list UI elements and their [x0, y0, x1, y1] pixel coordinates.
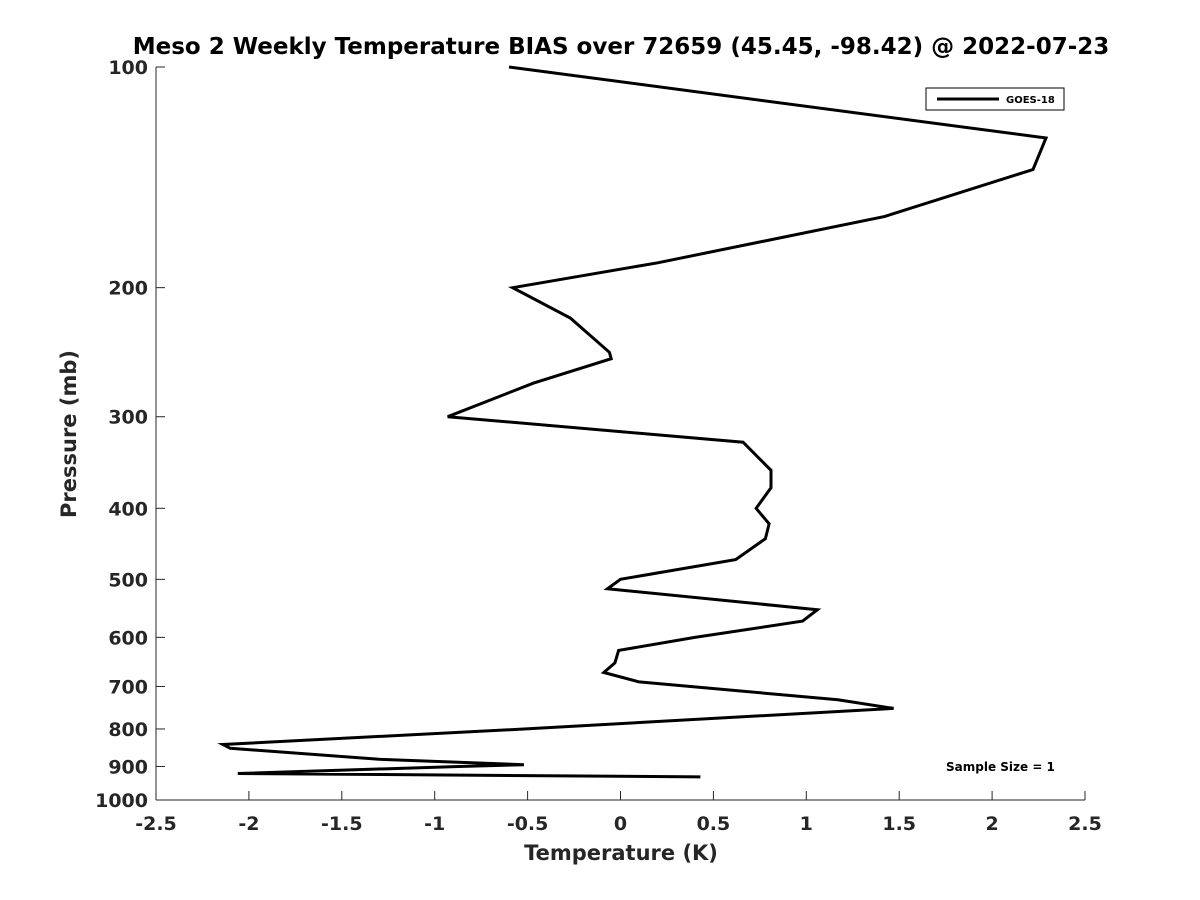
y-tick-label: 300 [108, 407, 148, 429]
series-layer [217, 65, 1049, 779]
y-tick-label: 200 [108, 278, 148, 300]
plot-area: -2.5 -2 -1.5 -1 -0.5 0 0.5 1 1.5 2 2.5 100 200 300 40… [95, 57, 1102, 835]
legend: GOES-18 [925, 87, 1065, 111]
y-tick-label: 500 [108, 569, 148, 591]
chart-title: Meso 2 Weekly Temperature BIAS over 7265… [133, 34, 1110, 60]
x-tick-label: 2 [985, 813, 998, 835]
y-tick-label: 1000 [95, 790, 148, 812]
x-tick-label: 1.5 [882, 813, 916, 835]
x-axis-label: Temperature (K) [524, 841, 718, 865]
x-axis-ticks: -2.5 -2 -1.5 -1 -0.5 0 0.5 1 1.5 2 2.5 [135, 791, 1102, 835]
y-axis-label: Pressure (mb) [57, 350, 81, 518]
x-tick-label: 0.5 [697, 813, 731, 835]
x-tick-label: -2.5 [135, 813, 177, 835]
y-axis-ticks: 100 200 300 400 500 600 700 800 900 1000 [95, 57, 165, 812]
y-tick-label: 600 [108, 627, 148, 649]
y-tick-label: 700 [108, 676, 148, 698]
x-tick-label: -1 [424, 813, 445, 835]
x-tick-label: -2 [238, 813, 259, 835]
y-tick-label: 800 [108, 719, 148, 741]
x-tick-label: 2.5 [1068, 813, 1102, 835]
y-tick-label: 900 [108, 756, 148, 778]
y-tick-label: 100 [108, 57, 148, 79]
plot-frame [156, 67, 1085, 800]
legend-label-goes-18: GOES-18 [1006, 95, 1055, 106]
y-tick-label: 400 [108, 498, 148, 520]
x-tick-label: -0.5 [507, 813, 549, 835]
sample-size-annotation: Sample Size = 1 [946, 760, 1055, 774]
series-line-goes-18 [217, 65, 1049, 779]
x-tick-label: -1.5 [321, 813, 363, 835]
x-tick-label: 1 [800, 813, 813, 835]
x-tick-label: 0 [614, 813, 627, 835]
